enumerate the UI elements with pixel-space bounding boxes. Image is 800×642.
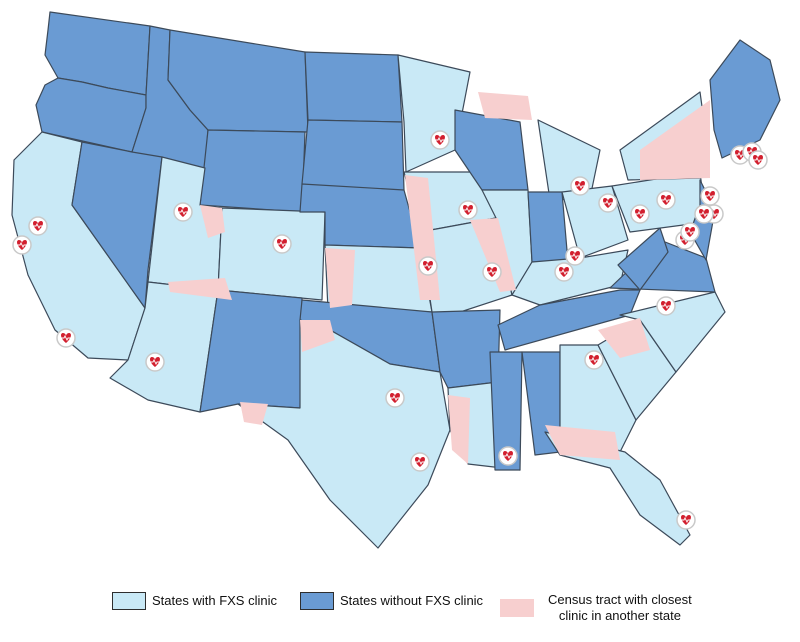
state-new-mexico: [199, 289, 303, 413]
state-arkansas: [431, 309, 501, 389]
state-north-dakota: [304, 51, 403, 123]
states-layer: [11, 11, 781, 549]
clinic-marker-heart-with-pulse-icon: [570, 176, 590, 196]
clinic-marker-heart-with-pulse-icon: [56, 328, 76, 348]
tract-new-mexico-south: [240, 402, 268, 425]
state-texas: [237, 319, 451, 549]
clinic-marker-heart-with-pulse-icon: [145, 352, 165, 372]
clinic-marker-heart-with-pulse-icon: [656, 190, 676, 210]
tract-texas-panhandle: [300, 320, 335, 352]
tract-florida-panhandle: [545, 425, 620, 460]
state-mississippi: [489, 351, 523, 471]
clinic-marker-heart-with-pulse-icon: [498, 446, 518, 466]
legend-label-tract-other-state: Census tract with closest clinic in anot…: [548, 592, 692, 624]
tract-carolina: [598, 318, 650, 358]
legend-label-with-clinic: States with FXS clinic: [152, 593, 277, 608]
clinic-marker-heart-with-pulse-icon: [584, 350, 604, 370]
state-south-dakota: [301, 119, 405, 193]
clinic-marker-heart-with-pulse-icon: [482, 262, 502, 282]
clinic-marker-heart-with-pulse-icon: [458, 200, 478, 220]
clinic-markers-layer: [12, 130, 768, 530]
clinic-marker-heart-with-pulse-icon: [12, 235, 32, 255]
us-map: [11, 11, 781, 549]
clinic-marker-heart-with-pulse-icon: [272, 234, 292, 254]
tract-sw-wyoming: [200, 205, 225, 238]
tract-missouri-east: [470, 218, 516, 292]
clinic-marker-heart-with-pulse-icon: [694, 204, 714, 224]
clinic-marker-heart-with-pulse-icon: [630, 204, 650, 224]
legend-swatch-without-clinic: [300, 592, 334, 610]
state-wyoming: [199, 129, 306, 213]
census-tracts-layer: [168, 92, 710, 464]
legend-item-with-clinic: States with FXS clinic: [112, 592, 277, 610]
clinic-marker-heart-with-pulse-icon: [676, 510, 696, 530]
tract-new-york: [640, 100, 710, 180]
state-new-england: [709, 39, 781, 159]
clinic-marker-heart-with-pulse-icon: [418, 256, 438, 276]
legend-label-tract-line2: clinic in another state: [558, 608, 681, 623]
clinic-marker-heart-with-pulse-icon: [554, 262, 574, 282]
state-west-virginia: [617, 227, 669, 291]
tract-kansas-west: [325, 248, 355, 308]
legend-item-tract-other-state: Census tract with closest clinic in anot…: [500, 592, 692, 624]
clinic-marker-heart-with-pulse-icon: [680, 222, 700, 242]
clinic-marker-heart-with-pulse-icon: [430, 130, 450, 150]
legend-label-tract-line1: Census tract with closest: [548, 592, 692, 607]
legend-swatch-tract-other-state: [500, 599, 534, 617]
clinic-marker-heart-with-pulse-icon: [28, 216, 48, 236]
tract-upper-michigan: [478, 92, 532, 120]
clinic-marker-heart-with-pulse-icon: [173, 202, 193, 222]
legend-item-without-clinic: States without FXS clinic: [300, 592, 483, 610]
tract-sw-colorado: [168, 278, 232, 300]
legend-label-without-clinic: States without FXS clinic: [340, 593, 484, 608]
clinic-marker-heart-with-pulse-icon: [748, 150, 768, 170]
state-florida: [544, 431, 691, 546]
state-nevada: [71, 141, 163, 309]
clinic-marker-heart-with-pulse-icon: [410, 452, 430, 472]
clinic-marker-heart-with-pulse-icon: [385, 388, 405, 408]
clinic-marker-heart-with-pulse-icon: [700, 186, 720, 206]
clinic-marker-heart-with-pulse-icon: [565, 246, 585, 266]
state-colorado: [217, 207, 326, 301]
tract-louisiana-north: [448, 395, 470, 464]
clinic-marker-heart-with-pulse-icon: [656, 296, 676, 316]
legend: States with FXS clinic States without FX…: [0, 590, 800, 640]
state-minnesota: [397, 54, 471, 173]
state-indiana: [527, 191, 569, 263]
clinic-marker-heart-with-pulse-icon: [598, 193, 618, 213]
legend-swatch-with-clinic: [112, 592, 146, 610]
